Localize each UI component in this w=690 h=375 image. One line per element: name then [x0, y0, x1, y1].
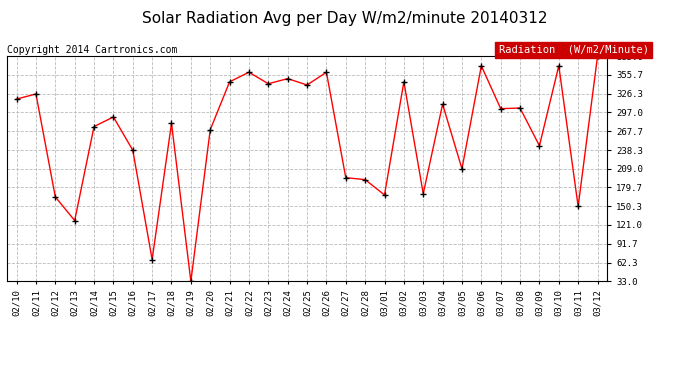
Text: Radiation  (W/m2/Minute): Radiation (W/m2/Minute) [499, 45, 649, 55]
Text: Copyright 2014 Cartronics.com: Copyright 2014 Cartronics.com [7, 45, 177, 55]
Text: Solar Radiation Avg per Day W/m2/minute 20140312: Solar Radiation Avg per Day W/m2/minute … [142, 11, 548, 26]
